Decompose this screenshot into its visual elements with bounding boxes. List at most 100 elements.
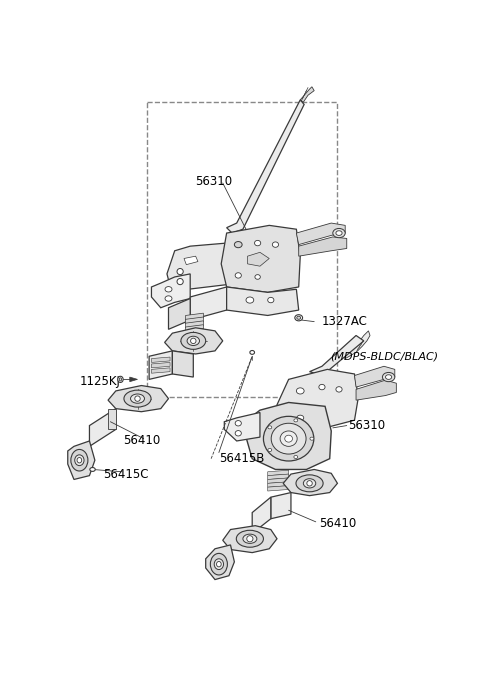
Polygon shape <box>268 486 288 491</box>
Polygon shape <box>152 368 170 373</box>
Polygon shape <box>167 243 237 294</box>
Polygon shape <box>190 287 227 320</box>
Polygon shape <box>186 313 204 320</box>
Ellipse shape <box>181 332 206 350</box>
Polygon shape <box>130 377 137 381</box>
Ellipse shape <box>336 231 342 236</box>
Ellipse shape <box>177 269 183 274</box>
Ellipse shape <box>297 415 304 421</box>
Polygon shape <box>108 386 168 412</box>
Polygon shape <box>108 408 116 429</box>
Polygon shape <box>300 87 314 102</box>
Polygon shape <box>268 482 288 487</box>
Polygon shape <box>186 317 204 324</box>
Polygon shape <box>168 299 190 330</box>
Ellipse shape <box>271 424 306 454</box>
Ellipse shape <box>210 553 228 575</box>
Bar <box>147 102 337 397</box>
Ellipse shape <box>118 377 123 382</box>
Polygon shape <box>296 223 345 245</box>
Ellipse shape <box>294 419 298 422</box>
Polygon shape <box>227 100 304 233</box>
Polygon shape <box>246 402 331 469</box>
Polygon shape <box>299 237 347 256</box>
Ellipse shape <box>124 390 151 407</box>
Ellipse shape <box>383 372 395 381</box>
Polygon shape <box>152 274 190 307</box>
Polygon shape <box>271 493 291 519</box>
Ellipse shape <box>294 455 298 459</box>
Polygon shape <box>342 331 370 359</box>
Polygon shape <box>152 357 170 363</box>
Polygon shape <box>283 469 337 495</box>
Polygon shape <box>355 366 395 387</box>
Polygon shape <box>268 478 288 483</box>
Polygon shape <box>165 328 223 354</box>
Ellipse shape <box>264 417 314 461</box>
Polygon shape <box>206 545 234 580</box>
Ellipse shape <box>165 287 172 292</box>
Ellipse shape <box>303 479 316 488</box>
Ellipse shape <box>235 273 241 278</box>
Ellipse shape <box>250 350 254 354</box>
Polygon shape <box>184 256 198 265</box>
Ellipse shape <box>272 242 278 247</box>
Polygon shape <box>221 287 299 316</box>
Ellipse shape <box>214 559 224 569</box>
Ellipse shape <box>285 435 292 442</box>
Ellipse shape <box>268 297 274 303</box>
Polygon shape <box>224 413 260 441</box>
Ellipse shape <box>246 297 254 303</box>
Ellipse shape <box>177 278 183 285</box>
Ellipse shape <box>187 337 200 346</box>
Ellipse shape <box>235 430 241 436</box>
Ellipse shape <box>120 378 121 381</box>
Ellipse shape <box>71 449 88 471</box>
Ellipse shape <box>131 394 144 404</box>
Ellipse shape <box>247 536 253 542</box>
Ellipse shape <box>135 396 140 401</box>
Text: 56415B: 56415B <box>219 452 264 465</box>
Ellipse shape <box>296 388 304 394</box>
Ellipse shape <box>268 448 272 451</box>
Polygon shape <box>149 351 172 379</box>
Text: 56310: 56310 <box>348 419 385 432</box>
Text: 56410: 56410 <box>123 435 161 448</box>
Polygon shape <box>310 335 364 374</box>
Polygon shape <box>89 408 116 446</box>
Polygon shape <box>268 471 288 475</box>
Ellipse shape <box>191 338 196 343</box>
Polygon shape <box>223 526 277 553</box>
Polygon shape <box>268 474 288 480</box>
Polygon shape <box>68 441 95 480</box>
Ellipse shape <box>216 562 221 567</box>
Polygon shape <box>186 321 204 328</box>
Polygon shape <box>172 351 193 377</box>
Text: (MDPS-BLDC/BLAC): (MDPS-BLDC/BLAC) <box>330 351 438 361</box>
Ellipse shape <box>254 240 261 246</box>
Ellipse shape <box>310 437 314 440</box>
Ellipse shape <box>268 426 272 429</box>
Ellipse shape <box>296 475 323 492</box>
Polygon shape <box>277 370 359 428</box>
Polygon shape <box>356 380 396 400</box>
Ellipse shape <box>336 387 342 392</box>
Polygon shape <box>252 498 271 533</box>
Ellipse shape <box>307 481 312 486</box>
Ellipse shape <box>295 314 302 321</box>
Polygon shape <box>152 363 170 368</box>
Ellipse shape <box>319 384 325 390</box>
Ellipse shape <box>385 375 392 379</box>
Text: 56310: 56310 <box>196 175 233 188</box>
Ellipse shape <box>255 274 260 279</box>
Polygon shape <box>248 252 269 266</box>
Polygon shape <box>221 225 300 292</box>
Ellipse shape <box>234 242 242 247</box>
Text: 1125KJ: 1125KJ <box>79 375 120 388</box>
Text: 1327AC: 1327AC <box>322 315 368 328</box>
Ellipse shape <box>165 296 172 301</box>
Ellipse shape <box>333 229 345 238</box>
Ellipse shape <box>75 455 84 466</box>
Text: 56415C: 56415C <box>103 468 148 480</box>
Ellipse shape <box>90 468 95 471</box>
